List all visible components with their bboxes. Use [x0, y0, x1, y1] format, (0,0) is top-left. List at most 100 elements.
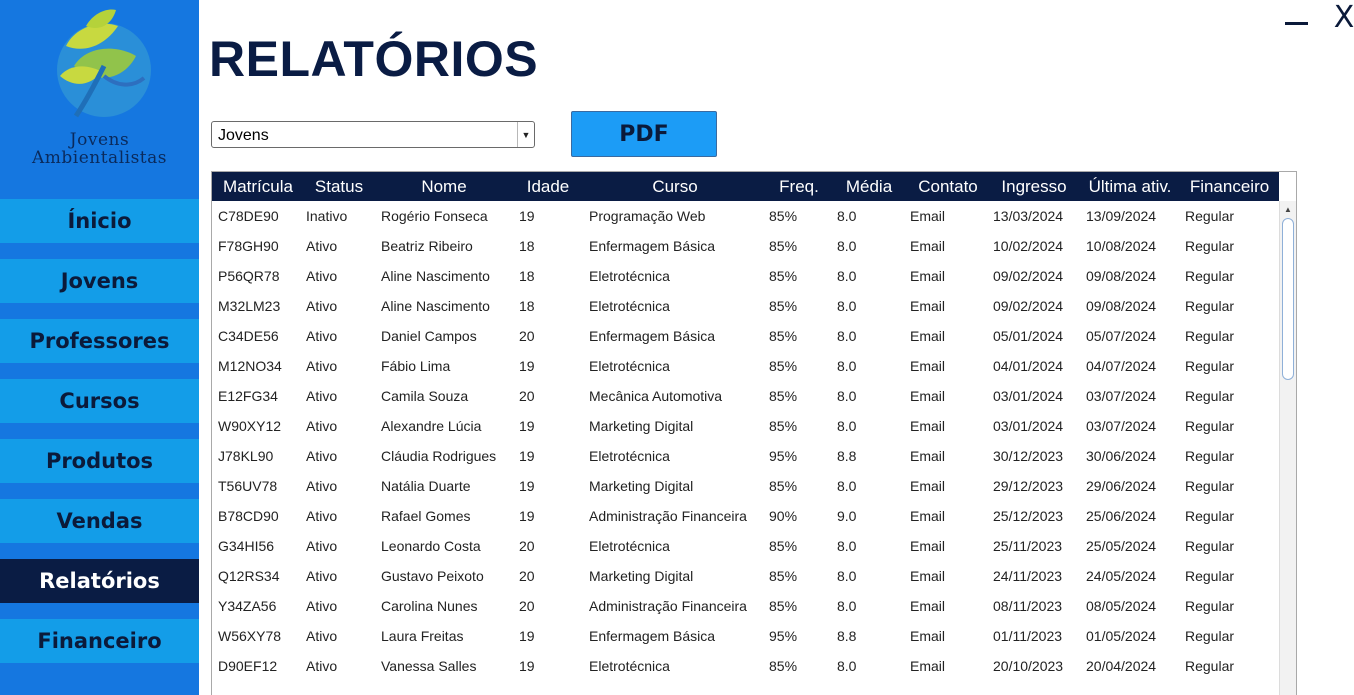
cell-ultima-ativ: 25/06/2024: [1086, 508, 1157, 524]
table-row[interactable]: Q12RS34 Ativo Gustavo Peixoto 20 Marketing D…: [212, 561, 1279, 591]
cell-idade: 19: [519, 358, 535, 374]
column-header-contato[interactable]: Contato: [918, 177, 978, 196]
cell-media: 8.0: [837, 358, 857, 374]
cell-ingresso: 05/01/2024: [993, 328, 1064, 344]
sidebar-item-relatorios[interactable]: Relatórios: [0, 559, 199, 603]
column-header-media[interactable]: Média: [845, 177, 893, 196]
cell-ultima-ativ: 04/07/2024: [1086, 358, 1157, 374]
table-row[interactable]: W90XY12 Ativo Alexandre Lúcia 19 Marketing D…: [212, 411, 1279, 441]
cell-freq: 85%: [769, 388, 798, 404]
cell-freq: 85%: [769, 268, 798, 284]
table-row[interactable]: T56UV78 Ativo Natália Duarte 19 Marketing Di…: [212, 471, 1279, 501]
cell-contato: Email: [910, 388, 946, 404]
column-header-ultima-ativ[interactable]: Última ativ.: [1088, 177, 1172, 196]
cell-nome: Laura Freitas: [381, 628, 464, 644]
cell-ultima-ativ: 05/07/2024: [1086, 328, 1157, 344]
column-header-nome[interactable]: Nome: [421, 177, 467, 196]
cell-idade: 19: [519, 628, 535, 644]
table-row[interactable]: M12NO34 Ativo Fábio Lima 19 Eletrotécnica 85%…: [212, 351, 1279, 381]
cell-contato: Email: [910, 508, 946, 524]
cell-idade: 18: [519, 238, 535, 254]
minimize-icon[interactable]: [1285, 22, 1308, 25]
sidebar-item-professores[interactable]: Professores: [0, 319, 199, 363]
vertical-scrollbar[interactable]: ▲: [1279, 201, 1296, 695]
cell-status: Ativo: [306, 538, 338, 554]
table-row[interactable]: P56QR78 Ativo Aline Nascimento 18 Eletrotécn…: [212, 261, 1279, 291]
sidebar-item-produtos[interactable]: Produtos: [0, 439, 199, 483]
sidebar-item-vendas[interactable]: Vendas: [0, 499, 199, 543]
sidebar-item-inicio[interactable]: Ínicio: [0, 199, 199, 243]
cell-ingresso: 10/02/2024: [993, 238, 1064, 254]
cell-idade: 19: [519, 448, 535, 464]
cell-contato: Email: [910, 658, 946, 674]
scroll-thumb[interactable]: [1282, 218, 1294, 380]
cell-ultima-ativ: 30/06/2024: [1086, 448, 1157, 464]
table-row[interactable]: D90EF12 Ativo Vanessa Salles 19 Eletrotécnic…: [212, 651, 1279, 681]
column-header-financeiro[interactable]: Financeiro: [1189, 177, 1270, 196]
column-header-curso[interactable]: Curso: [652, 177, 698, 196]
table-row[interactable]: W56XY78 Ativo Laura Freitas 19 Enfermagem Bá…: [212, 621, 1279, 651]
table-row[interactable]: B78CD90 Ativo Rafael Gomes 19 Administração …: [212, 501, 1279, 531]
cell-matricula: Y34ZA56: [218, 598, 277, 614]
cell-media: 9.0: [837, 508, 857, 524]
column-header-ingresso[interactable]: Ingresso: [1001, 177, 1067, 196]
cell-freq: 90%: [769, 508, 798, 524]
table-row[interactable]: C34DE56 Ativo Daniel Campos 20 Enfermagem Bá…: [212, 321, 1279, 351]
pdf-button[interactable]: PDF: [571, 111, 717, 157]
cell-curso: Administração Financeira: [589, 598, 747, 614]
cell-idade: 20: [519, 538, 535, 554]
sidebar-item-financeiro[interactable]: Financeiro: [0, 619, 199, 663]
cell-matricula: W56XY78: [218, 628, 282, 644]
cell-media: 8.0: [837, 658, 857, 674]
cell-idade: 20: [519, 328, 535, 344]
cell-status: Ativo: [306, 448, 338, 464]
cell-nome: Camila Souza: [381, 388, 469, 404]
cell-curso: Marketing Digital: [589, 418, 694, 434]
cell-financeiro: Regular: [1185, 328, 1235, 344]
table-row[interactable]: Y34ZA56 Ativo Carolina Nunes 20 Administraçã…: [212, 591, 1279, 621]
cell-idade: 20: [519, 388, 535, 404]
cell-nome: Beatriz Ribeiro: [381, 238, 473, 254]
cell-status: Inativo: [306, 208, 348, 224]
sidebar-item-jovens[interactable]: Jovens: [0, 259, 199, 303]
cell-ultima-ativ: 10/08/2024: [1086, 238, 1157, 254]
logo-text-line2: Ambientalistas: [32, 148, 167, 168]
scroll-up-icon[interactable]: ▲: [1284, 204, 1292, 214]
cell-financeiro: Regular: [1185, 298, 1235, 314]
cell-matricula: G34HI56: [218, 538, 275, 554]
close-icon[interactable]: X: [1333, 0, 1354, 35]
cell-nome: Vanessa Salles: [381, 658, 477, 674]
cell-freq: 85%: [769, 478, 798, 494]
cell-matricula: Q12RS34: [218, 568, 280, 584]
cell-ingresso: 25/11/2023: [993, 538, 1063, 554]
column-header-freq[interactable]: Freq.: [779, 177, 819, 196]
column-header-matricula[interactable]: Matrícula: [223, 177, 293, 196]
sidebar-item-cursos[interactable]: Cursos: [0, 379, 199, 423]
column-header-idade[interactable]: Idade: [526, 177, 570, 196]
cell-ingresso: 08/11/2023: [993, 598, 1063, 614]
report-type-select[interactable]: Jovens ▼: [211, 121, 535, 148]
cell-nome: Alexandre Lúcia: [381, 418, 482, 434]
chevron-down-icon[interactable]: ▼: [517, 122, 534, 147]
report-type-select-value: Jovens: [218, 127, 269, 144]
table-row[interactable]: C78DE90 Inativo Rogério Fonseca 19 Programaç…: [212, 201, 1279, 231]
cell-contato: Email: [910, 628, 946, 644]
cell-nome: Cláudia Rodrigues: [381, 448, 497, 464]
cell-financeiro: Regular: [1185, 238, 1235, 254]
cell-ingresso: 30/12/2023: [993, 448, 1064, 464]
cell-contato: Email: [910, 538, 946, 554]
table-row[interactable]: M32LM23 Ativo Aline Nascimento 18 Eletrotécn…: [212, 291, 1279, 321]
cell-ingresso: 24/11/2023: [993, 568, 1063, 584]
cell-status: Ativo: [306, 328, 338, 344]
table-row[interactable]: J78KL90 Ativo Cláudia Rodrigues 19 Eletrotéc…: [212, 441, 1279, 471]
page-title: RELATÓRIOS: [209, 31, 539, 87]
cell-contato: Email: [910, 268, 946, 284]
table-row[interactable]: G34HI56 Ativo Leonardo Costa 20 Eletrotécnic…: [212, 531, 1279, 561]
cell-curso: Administração Financeira: [589, 508, 747, 524]
cell-freq: 85%: [769, 328, 798, 344]
column-header-status[interactable]: Status: [314, 177, 364, 196]
table-row[interactable]: F78GH90 Ativo Beatriz Ribeiro 18 Enfermagem …: [212, 231, 1279, 261]
cell-curso: Programação Web: [589, 208, 706, 224]
cell-nome: Aline Nascimento: [381, 298, 490, 314]
table-row[interactable]: E12FG34 Ativo Camila Souza 20 Mecânica Autom…: [212, 381, 1279, 411]
